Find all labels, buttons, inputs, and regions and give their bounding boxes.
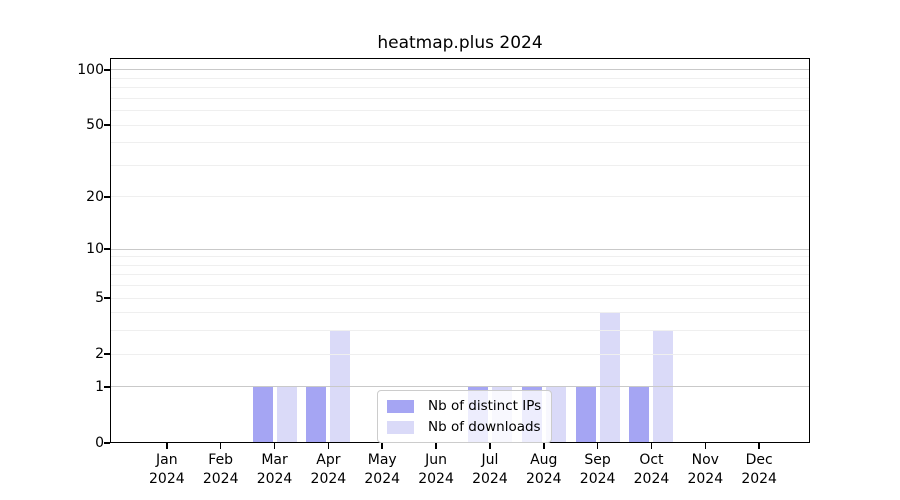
y-axis-tick-label: 1 [95, 378, 104, 395]
gridline-minor [110, 164, 810, 166]
x-axis-year: 2024 [741, 471, 777, 487]
x-axis-tick-mark [435, 443, 437, 449]
gridline-minor [110, 256, 810, 258]
bar-distinct-ips [252, 386, 273, 443]
y-axis-tick-label: 100 [77, 61, 104, 78]
x-axis-month: Nov [691, 452, 719, 468]
legend-swatch-distinct-ips [387, 399, 414, 413]
legend-row: Nb of downloads [387, 419, 541, 435]
x-axis-tick-mark [596, 443, 599, 449]
x-axis-month: Jan [156, 452, 178, 468]
gridline-minor [110, 142, 810, 144]
chart-title: heatmap.plus 2024 [377, 33, 543, 53]
x-axis-tick-mark [543, 443, 545, 449]
bar-distinct-ips [575, 386, 596, 443]
gridline-minor [110, 97, 810, 99]
x-axis-tick-label: Feb 2024 [181, 451, 261, 489]
x-axis-year: 2024 [418, 471, 454, 487]
y-axis-tick-label: 2 [95, 346, 104, 363]
x-axis-tick-mark [166, 443, 168, 449]
x-axis-year: 2024 [202, 471, 239, 487]
x-axis-year: 2024 [525, 471, 562, 487]
legend: Nb of distinct IPs Nb of downloads [377, 390, 553, 443]
legend-row: Nb of distinct IPs [387, 398, 541, 414]
x-axis-year: 2024 [364, 471, 401, 487]
x-axis-tick-mark [381, 443, 383, 449]
legend-label-distinct-ips: Nb of distinct IPs [428, 398, 542, 414]
y-axis-tick-mark [104, 297, 110, 299]
x-axis-tick-label: Dec 2024 [719, 451, 799, 489]
x-axis-tick-label: Jul 2024 [450, 451, 530, 489]
y-axis-tick-label: 10 [86, 241, 104, 258]
x-axis-year: 2024 [633, 471, 670, 487]
y-axis-tick-mark [104, 248, 110, 250]
x-axis-month: Oct [639, 452, 664, 468]
gridline-minor [110, 330, 810, 332]
x-axis-year: 2024 [687, 471, 724, 487]
x-axis-tick-mark [219, 443, 222, 449]
x-axis-tick-label: Aug 2024 [504, 451, 584, 489]
y-axis-tick-label: 50 [86, 117, 104, 134]
x-axis-tick-mark [273, 443, 276, 449]
x-axis-tick-label: Oct 2024 [611, 451, 691, 489]
bar-downloads [276, 386, 297, 443]
gridline-major [110, 386, 810, 388]
gridline-minor [110, 264, 810, 266]
x-axis-month: Sep [584, 452, 611, 468]
x-axis-month: Aug [530, 452, 558, 468]
x-axis-tick-label: Jan 2024 [127, 451, 207, 489]
x-axis-year: 2024 [472, 471, 508, 487]
bar-downloads [599, 312, 620, 443]
gridline-minor [110, 87, 810, 89]
gridline-minor [110, 110, 810, 112]
x-axis-month: Apr [316, 452, 341, 468]
gridline-minor [110, 312, 810, 314]
x-axis-month: Mar [261, 452, 288, 468]
x-axis-tick-label: Sep 2024 [558, 451, 638, 489]
legend-label-downloads: Nb of downloads [428, 419, 541, 435]
y-axis-tick-mark [104, 442, 110, 444]
x-axis-tick-label: Apr 2024 [288, 451, 368, 489]
bar-distinct-ips [306, 386, 327, 443]
y-axis-tick-label: 5 [95, 290, 104, 307]
gridline-minor [110, 353, 810, 355]
x-axis-year: 2024 [149, 471, 185, 487]
y-axis-tick-label: 20 [86, 188, 104, 205]
gridline-major [110, 69, 810, 71]
x-axis-tick-mark [489, 443, 491, 449]
x-axis-month: Feb [208, 452, 234, 468]
gridline-minor [110, 196, 810, 198]
gridline-minor [110, 297, 810, 299]
x-axis-tick-mark [704, 443, 707, 449]
x-axis-year: 2024 [310, 471, 347, 487]
bar-distinct-ips [629, 386, 650, 443]
gridline-minor [110, 274, 810, 276]
y-axis-tick-label: 0 [95, 435, 104, 451]
y-axis-tick-mark [104, 196, 110, 198]
plot-area [110, 58, 810, 443]
y-axis-tick-mark [104, 69, 110, 71]
x-axis-tick-mark [758, 443, 760, 449]
x-axis-year: 2024 [256, 471, 293, 487]
x-axis-tick-label: Mar 2024 [235, 451, 315, 489]
x-axis-month: Jun [425, 452, 447, 468]
x-axis-tick-label: Jun 2024 [396, 451, 476, 489]
x-axis-month: May [367, 452, 397, 468]
y-axis-tick-mark [104, 353, 110, 355]
gridline-minor [110, 77, 810, 79]
x-axis-tick-mark [650, 443, 653, 449]
x-axis-year: 2024 [579, 471, 616, 487]
x-axis-tick-label: Nov 2024 [665, 451, 745, 489]
gridline-major [110, 248, 810, 250]
y-axis-tick-mark [104, 124, 110, 126]
x-axis-tick-label: May 2024 [342, 451, 422, 489]
gridline-minor [110, 285, 810, 287]
x-axis-month: Jul [481, 452, 499, 468]
x-axis-tick-mark [327, 443, 330, 449]
gridline-minor [110, 124, 810, 126]
x-axis-month: Dec [745, 452, 773, 468]
y-axis-tick-mark [104, 386, 110, 388]
legend-swatch-downloads [387, 420, 414, 434]
